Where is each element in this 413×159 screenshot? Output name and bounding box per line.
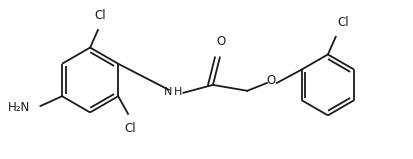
Text: H₂N: H₂N [8, 101, 31, 114]
Text: Cl: Cl [337, 16, 349, 29]
Text: H: H [174, 87, 182, 97]
Text: Cl: Cl [94, 9, 105, 22]
Text: O: O [266, 74, 275, 87]
Text: O: O [216, 35, 225, 48]
Text: N: N [164, 87, 172, 97]
Text: Cl: Cl [124, 122, 135, 135]
